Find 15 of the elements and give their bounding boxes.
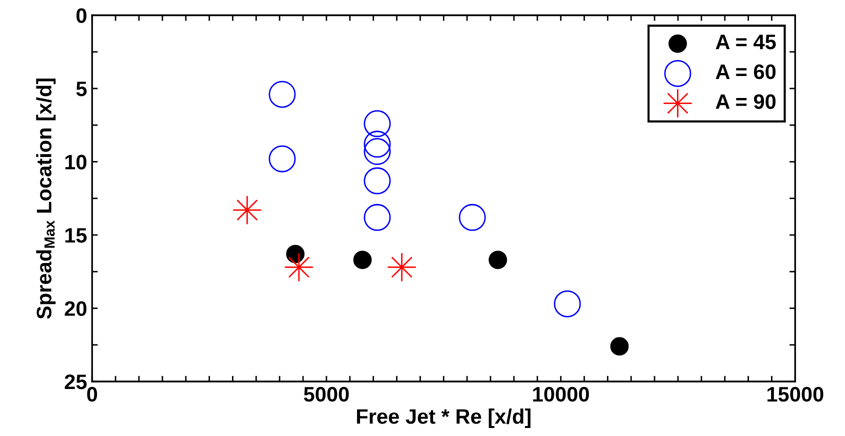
x-tick-label: 15000 (767, 386, 824, 402)
y-axis-title: Spread$_{Max}$ Location [x/d] (36, 78, 56, 319)
y-tick-label: 25 (64, 374, 87, 390)
legend-label: A = 45 (716, 34, 776, 50)
legend-label: A = 60 (716, 64, 776, 80)
legend-label: A = 90 (716, 94, 776, 109)
y-tick-label: 20 (64, 301, 86, 316)
x-axis-title: Free Jet * Re [x/d] (357, 408, 530, 428)
x-tick-label: 5000 (304, 386, 349, 402)
y-tick-label: 5 (76, 82, 87, 96)
x-tick-label: 10000 (533, 386, 589, 402)
x-tick-label: 0 (87, 386, 98, 402)
y-tick-label: 0 (76, 8, 86, 24)
y-tick-label: 10 (65, 154, 86, 170)
y-tick-label: 15 (65, 228, 87, 243)
